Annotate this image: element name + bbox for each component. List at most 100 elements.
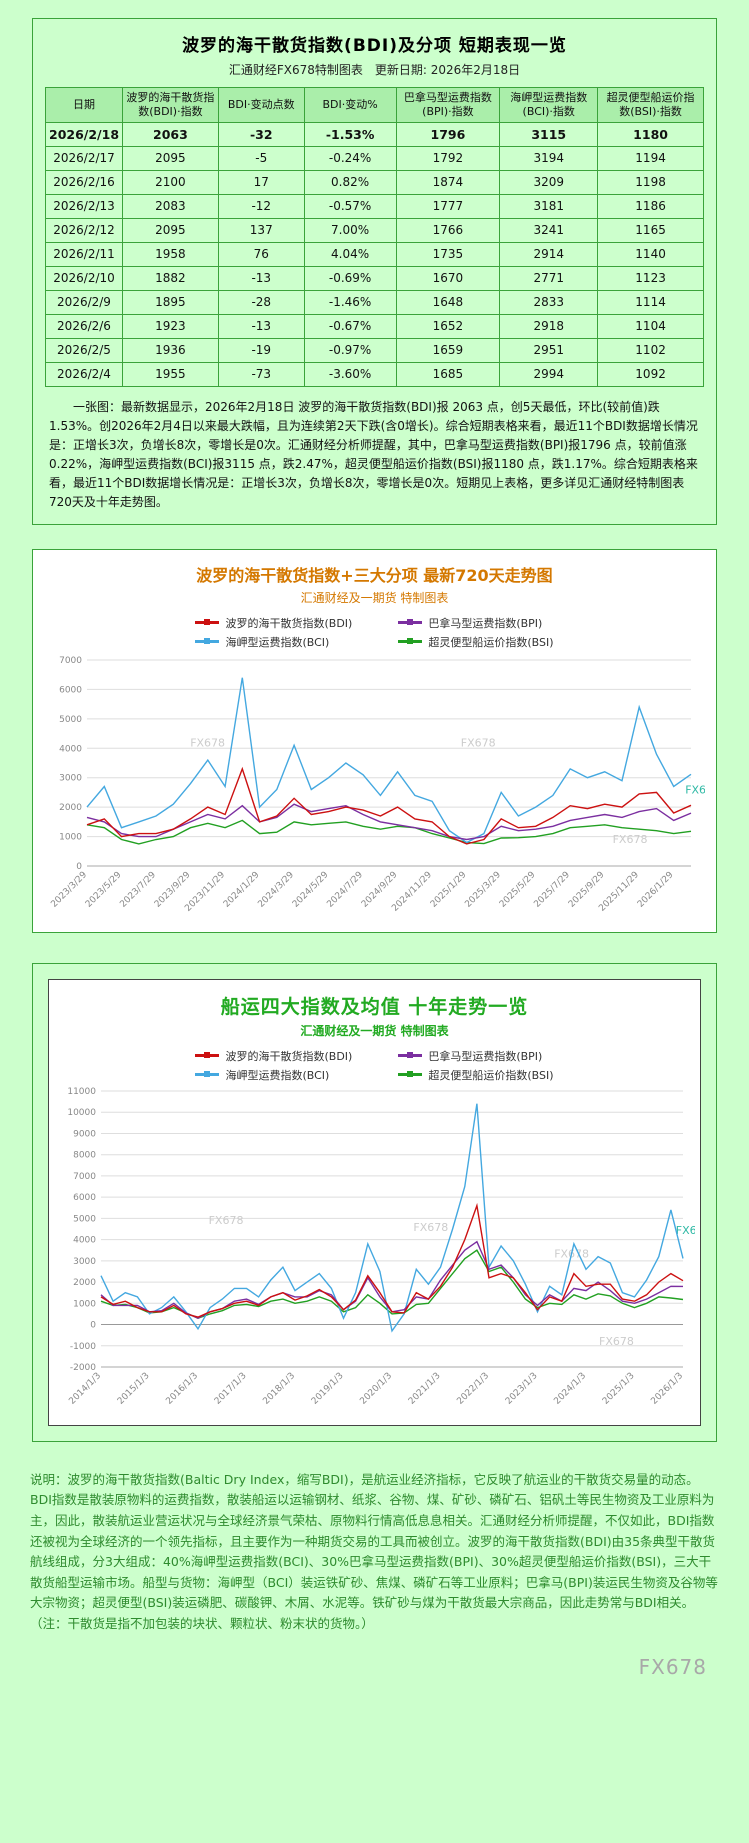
table-cell: 2026/2/9 [44, 289, 124, 315]
svg-text:2023/7/29: 2023/7/29 [118, 869, 158, 909]
svg-text:2018/1/3: 2018/1/3 [261, 1371, 297, 1407]
svg-text:FX678: FX678 [612, 833, 647, 846]
column-header-bdi-change-pct: BDI·变动% [303, 87, 397, 123]
svg-text:7000: 7000 [73, 1172, 96, 1182]
svg-text:FX678: FX678 [460, 736, 495, 749]
legend-item-bpi: 巴拿马型运费指数(BPI) [398, 615, 553, 631]
table-cell: 1123 [597, 265, 704, 291]
table-cell: 1796 [395, 121, 501, 147]
table-cell: 1936 [122, 337, 219, 363]
column-header-bci-index: 海岬型运费指数(BCI)·指数 [499, 87, 599, 123]
table-cell: 1659 [395, 337, 501, 363]
table-cell: 76 [217, 241, 305, 267]
table-row: 2026/2/16 2100 17 0.82% 1874 3209 1198 [44, 169, 704, 195]
legend-label: 超灵便型船运价指数(BSI) [428, 635, 554, 649]
series-line-bsi [86, 819, 691, 845]
svg-text:2023/5/29: 2023/5/29 [83, 869, 123, 909]
legend-item-bdi: 波罗的海干散货指数(BDI) [195, 1048, 352, 1064]
table-row: 2026/2/13 2083 -12 -0.57% 1777 3181 1186 [44, 193, 704, 219]
table-cell: 1648 [395, 289, 501, 315]
svg-text:2016/1/3: 2016/1/3 [164, 1371, 200, 1407]
table-row: 2026/2/5 1936 -19 -0.97% 1659 2951 1102 [44, 337, 704, 363]
table-cell: 3241 [499, 217, 599, 243]
svg-text:4000: 4000 [73, 1235, 96, 1245]
table-cell: 2026/2/4 [44, 361, 124, 387]
table-row: 2026/2/9 1895 -28 -1.46% 1648 2833 1114 [44, 289, 704, 315]
table-row: 2026/2/17 2095 -5 -0.24% 1792 3194 1194 [44, 145, 704, 171]
svg-text:1000: 1000 [59, 832, 82, 842]
table-cell: 1140 [597, 241, 704, 267]
table-cell: 2095 [122, 217, 219, 243]
chart-10y-title: 船运四大指数及均值 十年走势一览 [220, 995, 529, 1018]
legend-line-icon [195, 619, 220, 626]
legend-item-bsi: 超灵便型船运价指数(BSI) [398, 634, 554, 650]
table-cell: 1895 [122, 289, 219, 315]
table-subtitle: 汇通财经FX678特制图表 更新日期: 2026年2月18日 [228, 63, 521, 77]
svg-text:5000: 5000 [59, 714, 82, 724]
legend-label: 超灵便型船运价指数(BSI) [428, 1068, 554, 1082]
column-header-bdi-index: 波罗的海干散货指数(BDI)·指数 [122, 87, 219, 123]
svg-text:FX678: FX678 [208, 1214, 243, 1227]
table-row: 2026/2/12 2095 137 7.00% 1766 3241 1165 [44, 217, 704, 243]
svg-text:9000: 9000 [73, 1129, 96, 1139]
chart-10y-section: 船运四大指数及均值 十年走势一览 汇通财经及一期货 特制图表 波罗的海干散货指数… [32, 962, 717, 1442]
legend-line-icon [398, 619, 423, 626]
table-cell: 1670 [395, 265, 501, 291]
summary-note: 一张图：最新数据显示，2026年2月18日 波罗的海干散货指数(BDI)报 20… [49, 399, 698, 510]
table-cell: 3209 [499, 169, 599, 195]
table-cell: 2095 [122, 145, 219, 171]
legend-item-bsi: 超灵便型船运价指数(BSI) [398, 1067, 554, 1083]
svg-text:2019/1/3: 2019/1/3 [309, 1371, 345, 1407]
table-cell: 1194 [597, 145, 704, 171]
chart-720d-section: 波罗的海干散货指数+三大分项 最新720天走势图 汇通财经及一期货 特制图表 波… [32, 548, 720, 933]
table-cell: 3194 [499, 145, 599, 171]
svg-text:6000: 6000 [59, 685, 82, 695]
svg-text:6000: 6000 [73, 1193, 96, 1203]
svg-text:2000: 2000 [59, 803, 82, 813]
chart-10y-subtitle: 汇通财经及一期货 特制图表 [300, 1023, 449, 1038]
legend-item-bci: 海岬型运费指数(BCI) [195, 634, 352, 650]
table-cell: 2026/2/12 [44, 217, 124, 243]
series-line-bdi [100, 1202, 683, 1318]
svg-text:8000: 8000 [73, 1150, 96, 1160]
explanation-note: 说明：波罗的海干散货指数(Baltic Dry Index，缩写BDI)，是航运… [30, 1471, 718, 1631]
svg-text:7000: 7000 [59, 656, 82, 666]
svg-text:2022/1/3: 2022/1/3 [455, 1371, 491, 1407]
svg-text:5000: 5000 [73, 1214, 96, 1224]
bdi-table: 日期 波罗的海干散货指数(BDI)·指数 BDI·变动点数 BDI·变动% 巴拿… [44, 87, 704, 387]
table-cell: 1882 [122, 265, 219, 291]
legend-line-icon [398, 1052, 423, 1059]
legend-label: 海岬型运费指数(BCI) [225, 635, 330, 649]
table-cell: 2994 [499, 361, 599, 387]
svg-text:3000: 3000 [73, 1256, 96, 1266]
table-cell: 3181 [499, 193, 599, 219]
svg-text:FX678: FX678 [190, 736, 225, 749]
svg-text:2025/7/29: 2025/7/29 [532, 869, 572, 909]
svg-text:1000: 1000 [73, 1299, 96, 1309]
table-cell: 137 [217, 217, 305, 243]
svg-text:0: 0 [90, 1320, 96, 1330]
table-cell: 2951 [499, 337, 599, 363]
legend-line-icon [398, 638, 423, 645]
table-cell: 1685 [395, 361, 501, 387]
bdi-table-section: 波罗的海干散货指数(BDI)及分项 短期表现一览 汇通财经FX678特制图表 更… [32, 18, 717, 525]
table-cell: 1955 [122, 361, 219, 387]
chart-10y-panel: 船运四大指数及均值 十年走势一览 汇通财经及一期货 特制图表 波罗的海干散货指数… [48, 978, 710, 1426]
table-cell: 1102 [597, 337, 704, 363]
table-cell: 2918 [499, 313, 599, 339]
table-cell: 1652 [395, 313, 501, 339]
table-cell: -5 [217, 145, 305, 171]
column-header-date: 日期 [44, 87, 124, 123]
table-cell: 2026/2/10 [44, 265, 124, 291]
table-cell: 2063 [122, 121, 219, 147]
svg-text:2023/3/29: 2023/3/29 [49, 869, 89, 909]
table-cell: 1092 [597, 361, 704, 387]
svg-text:FX678: FX678 [685, 783, 705, 796]
column-header-bpi-index: 巴拿马型运费指数(BPI)·指数 [395, 87, 501, 123]
table-cell: 2026/2/11 [44, 241, 124, 267]
svg-text:2015/1/3: 2015/1/3 [115, 1371, 151, 1407]
series-line-bci [85, 677, 691, 843]
table-cell: 17 [217, 169, 305, 195]
svg-text:4000: 4000 [59, 744, 82, 754]
svg-text:FX678: FX678 [413, 1220, 448, 1233]
